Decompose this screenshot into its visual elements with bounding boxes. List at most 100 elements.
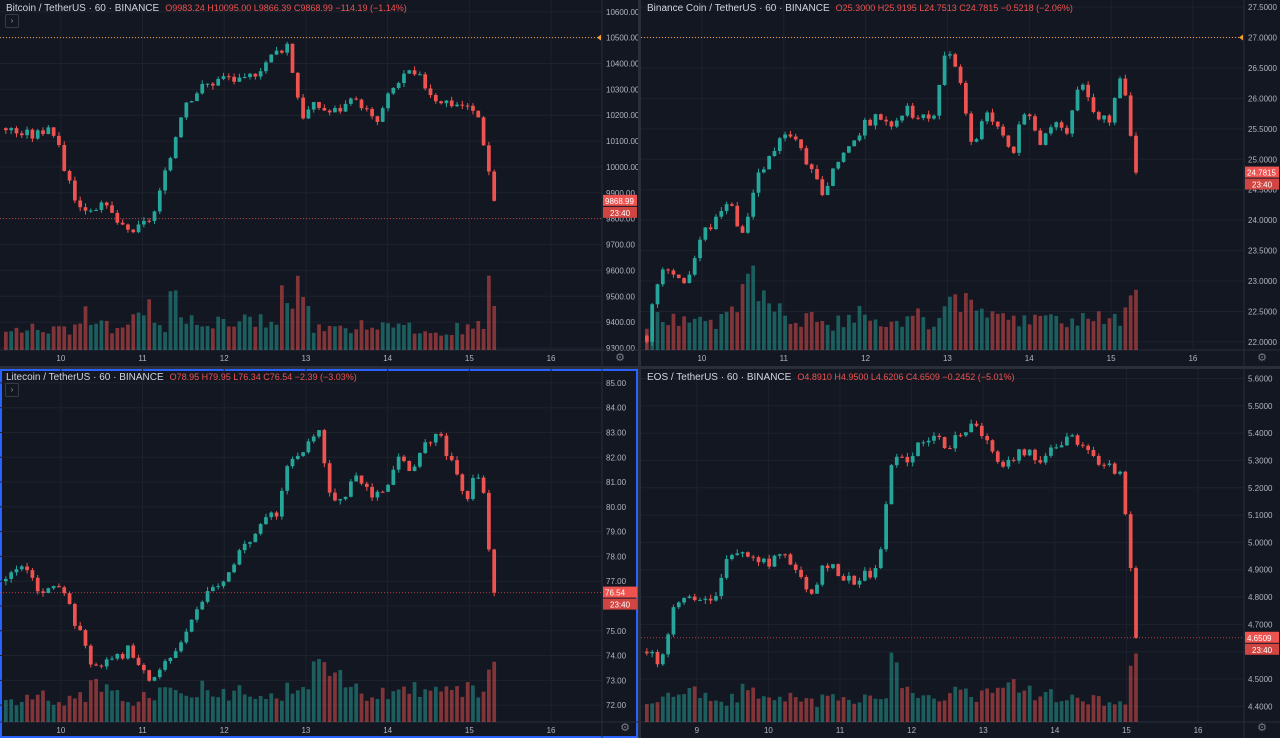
volume-bar: [364, 329, 369, 350]
candle-body: [290, 458, 295, 467]
volume-bar: [825, 695, 830, 722]
volume-bar: [703, 692, 708, 722]
volume-bar: [189, 315, 194, 350]
volume-bar: [126, 702, 130, 722]
candle-body: [449, 455, 454, 461]
y-tick-label: 26.5000: [1248, 64, 1277, 73]
y-tick-label: 5.1000: [1248, 511, 1273, 520]
candle-body: [152, 211, 157, 222]
volume-bar: [25, 330, 29, 350]
volume-bar: [937, 317, 942, 350]
volume-bar: [820, 321, 825, 350]
candle-body: [67, 593, 72, 605]
gear-icon[interactable]: ⚙: [615, 352, 625, 364]
volume-bar: [285, 682, 290, 722]
candle-body: [698, 599, 702, 601]
candlestick-chart-bnb[interactable]: 27.5000 27.0000 26.5000 26.0000 25.5000 25.00…: [641, 0, 1280, 366]
volume-bar: [226, 700, 231, 722]
candle-body: [1107, 463, 1112, 466]
candle-body: [905, 456, 910, 463]
volume-bar: [1022, 315, 1027, 350]
candle-body: [841, 576, 846, 581]
volume-bar: [465, 324, 470, 350]
volume-bar: [985, 317, 989, 350]
volume-bar: [200, 326, 205, 350]
candle-body: [142, 664, 146, 671]
y-tick-label: 4.9000: [1248, 566, 1273, 575]
candlestick-chart-btc[interactable]: 10600.00 10500.00 10400.00 10300.00 10200.00…: [0, 0, 638, 366]
volume-bar: [232, 690, 236, 722]
candle-body: [226, 572, 231, 582]
candlestick-chart-eos[interactable]: 5.6000 5.5000 5.4000 5.3000 5.2000 5.1000 5.00…: [641, 369, 1280, 738]
volume-bar: [862, 314, 867, 350]
volume-bar: [327, 675, 332, 722]
volume-bar: [301, 687, 305, 722]
chart-panel-ltc[interactable]: 85.00 84.00 83.00 82.00 81.00 80.00 79.00 78.00…: [0, 369, 638, 738]
volume-bar: [88, 324, 93, 350]
gear-icon[interactable]: ⚙: [1257, 722, 1267, 734]
y-tick-label: 73.00: [606, 676, 627, 685]
candle-body: [836, 161, 841, 169]
volume-bar: [168, 687, 173, 722]
candle-body: [248, 542, 252, 544]
x-tick-label: 13: [943, 354, 952, 363]
candle-body: [333, 492, 337, 501]
x-tick-label: 13: [301, 726, 310, 735]
candle-body: [1006, 135, 1011, 147]
volume-bar: [666, 692, 670, 722]
volume-bar: [841, 327, 846, 350]
volume-bar: [370, 327, 374, 350]
volume-bar: [211, 328, 215, 350]
x-tick-label: 12: [220, 726, 229, 735]
gear-icon[interactable]: ⚙: [620, 722, 630, 734]
candle-body: [465, 105, 470, 107]
chevron-right-icon[interactable]: ›: [5, 14, 19, 28]
volume-bar: [9, 699, 14, 722]
candle-body: [1038, 460, 1043, 463]
candle-body: [349, 98, 353, 104]
volume-bar: [25, 694, 29, 722]
gear-icon[interactable]: ⚙: [1257, 352, 1267, 364]
candle-body: [99, 202, 104, 211]
candle-body: [873, 568, 878, 578]
panel-divider-vertical[interactable]: [638, 0, 641, 738]
candle-body: [386, 93, 390, 109]
candle-body: [1065, 127, 1069, 134]
candle-body: [67, 170, 72, 181]
chevron-right-icon[interactable]: ›: [5, 383, 19, 397]
volume-bar: [99, 691, 104, 722]
volume-bar: [995, 687, 1000, 722]
volume-bar: [878, 699, 883, 722]
chart-panel-bnb[interactable]: 27.5000 27.0000 26.5000 26.0000 25.5000 25.00…: [641, 0, 1280, 366]
volume-bar: [1118, 701, 1122, 722]
candle-body: [136, 657, 141, 665]
candle-body: [62, 587, 67, 594]
chart-panel-btc[interactable]: 10600.00 10500.00 10400.00 10300.00 10200.00…: [0, 0, 638, 366]
volume-bar: [969, 697, 974, 722]
volume-bar: [455, 686, 459, 722]
volume-bar: [708, 700, 713, 722]
candlestick-chart-ltc[interactable]: 85.00 84.00 83.00 82.00 81.00 80.00 79.00 78.00…: [0, 369, 638, 738]
volume-bar: [439, 335, 443, 350]
volume-bar: [99, 320, 104, 350]
candle-body: [205, 591, 210, 602]
candle-body: [189, 101, 194, 103]
candle-body: [969, 113, 974, 142]
volume-bar: [804, 698, 809, 722]
volume-bar: [1038, 696, 1043, 722]
level-marker-icon: [1239, 34, 1243, 41]
candle-body: [338, 499, 343, 501]
y-tick-label: 84.00: [606, 404, 627, 413]
volume-bar: [78, 323, 83, 350]
candle-body: [83, 630, 88, 646]
candle-body: [660, 654, 665, 665]
candle-body: [216, 78, 221, 86]
candle-body: [916, 117, 920, 119]
candle-body: [168, 158, 173, 171]
volume-bar: [41, 690, 45, 722]
chart-panel-eos[interactable]: 5.6000 5.5000 5.4000 5.3000 5.2000 5.1000 5.00…: [641, 369, 1280, 738]
panel-divider-horizontal[interactable]: [0, 366, 1280, 369]
volume-bar: [1049, 314, 1053, 350]
volume-bar: [1075, 325, 1080, 350]
y-tick-label: 22.5000: [1248, 307, 1277, 316]
